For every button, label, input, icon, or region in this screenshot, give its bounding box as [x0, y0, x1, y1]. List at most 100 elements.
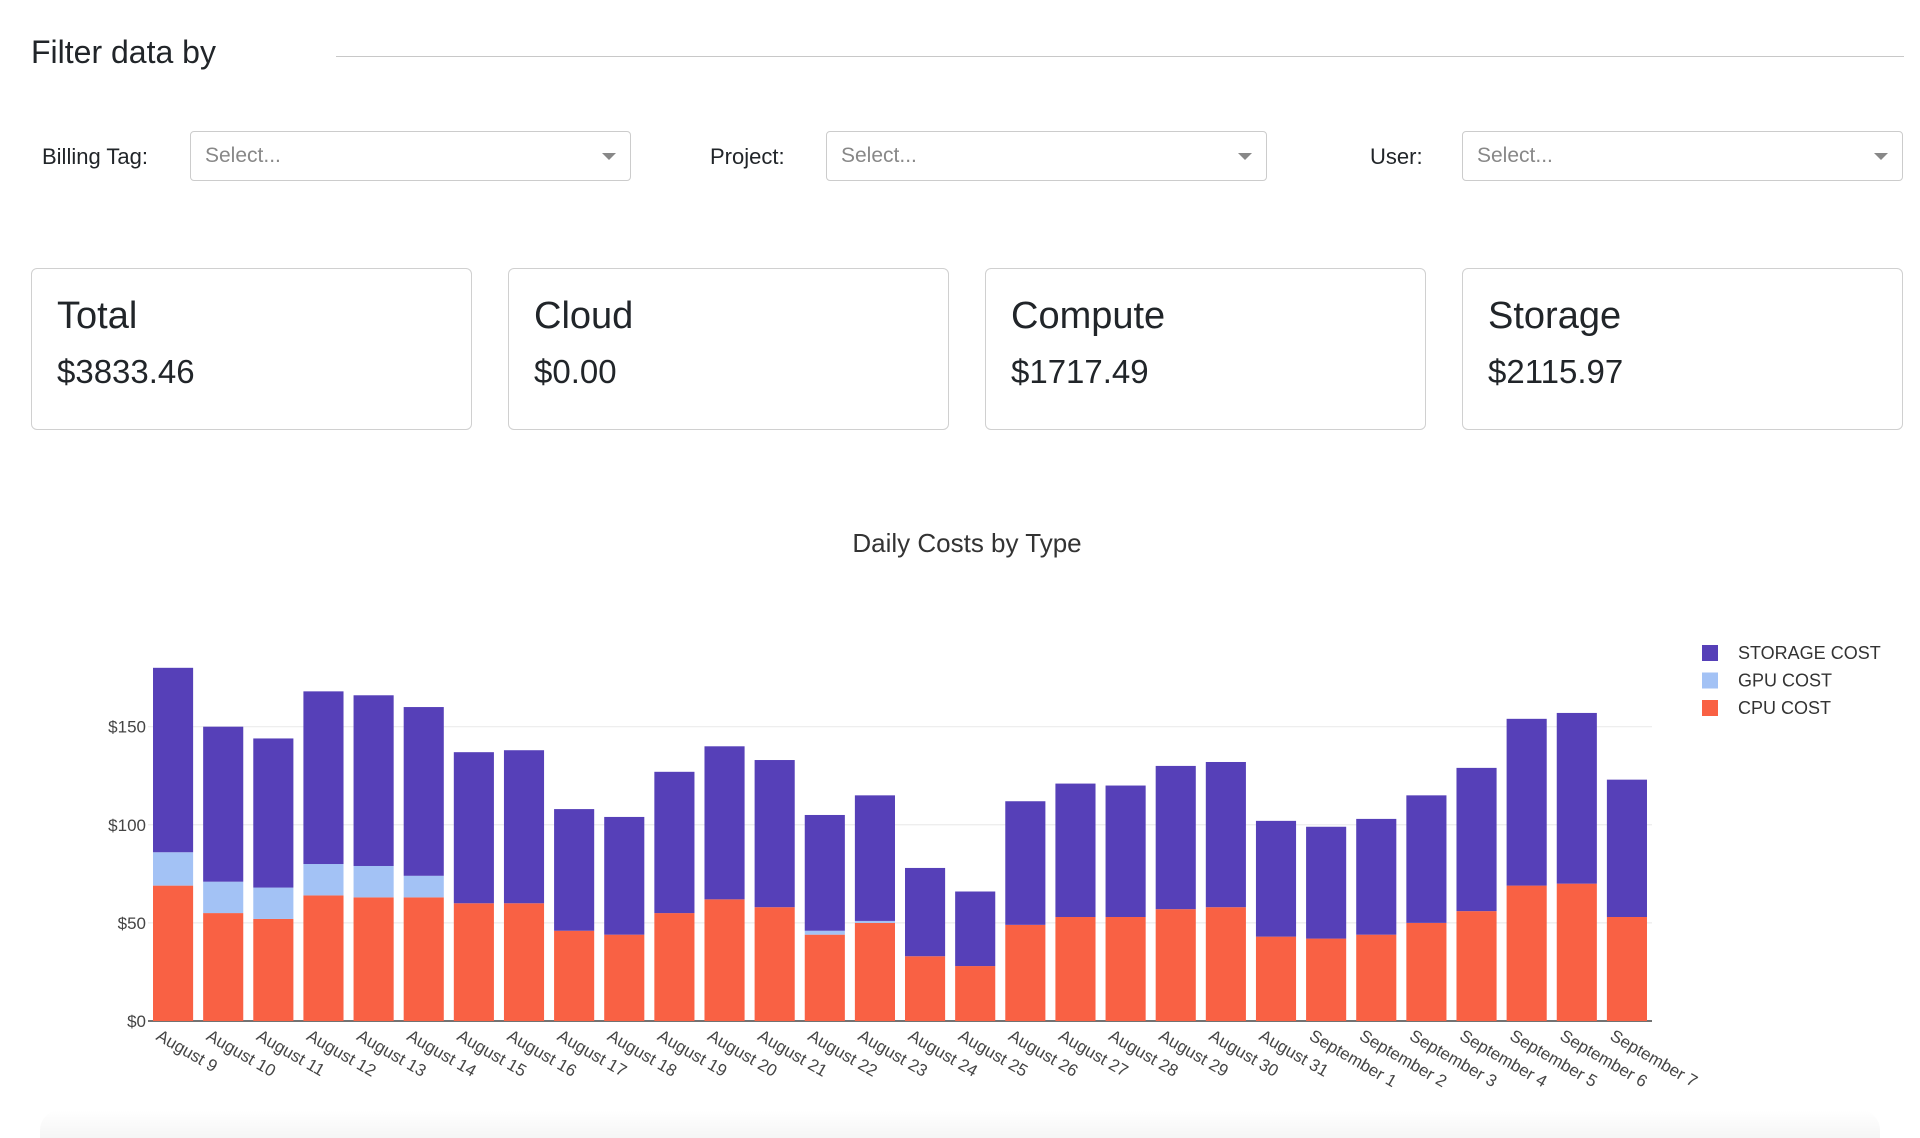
chart-title: Daily Costs by Type: [852, 528, 1081, 558]
bar-cpu-cost[interactable]: [854, 922, 895, 1021]
bar-cpu-cost[interactable]: [1255, 936, 1297, 1021]
bar-gpu-cost[interactable]: [353, 865, 394, 898]
legend[interactable]: STORAGE COST GPU COST CPU COST: [1702, 643, 1881, 718]
bar-cpu-cost[interactable]: [1356, 934, 1397, 1021]
grid-lines: [148, 726, 1652, 1022]
bar-storage-cost[interactable]: [1556, 712, 1597, 884]
project-select[interactable]: Select...: [826, 131, 1267, 181]
bar-cpu-cost[interactable]: [353, 897, 394, 1021]
bar-cpu-cost[interactable]: [604, 934, 645, 1021]
bar-cpu-cost[interactable]: [1506, 885, 1547, 1021]
bar-storage-cost[interactable]: [1255, 820, 1297, 937]
bar-storage-cost[interactable]: [303, 691, 344, 865]
legend-swatch[interactable]: [1702, 645, 1718, 661]
bar-cpu-cost[interactable]: [754, 907, 795, 1021]
storage-card-value: $2115.97: [1488, 353, 1624, 390]
bar-storage-cost[interactable]: [854, 795, 895, 921]
bar-storage-cost[interactable]: [554, 809, 595, 931]
legend-label[interactable]: STORAGE COST: [1738, 643, 1881, 663]
bar-cpu-cost[interactable]: [303, 895, 344, 1021]
compute-card-value: $1717.49: [1011, 353, 1149, 390]
bar-cpu-cost[interactable]: [1456, 911, 1497, 1021]
bar-cpu-cost[interactable]: [1306, 938, 1347, 1021]
bar-cpu-cost[interactable]: [1155, 909, 1196, 1021]
compute-card: Compute $1717.49: [985, 268, 1426, 430]
bar-storage-cost[interactable]: [955, 891, 996, 967]
legend-swatch[interactable]: [1702, 700, 1718, 716]
bar-storage-cost[interactable]: [1406, 795, 1447, 923]
bar-gpu-cost[interactable]: [253, 887, 294, 919]
billing-tag-select[interactable]: Select...: [190, 131, 631, 181]
bar-cpu-cost[interactable]: [1055, 917, 1096, 1021]
bar-cpu-cost[interactable]: [403, 897, 444, 1021]
filter-title: Filter data by: [31, 34, 216, 70]
bar-cpu-cost[interactable]: [1556, 883, 1597, 1021]
legend-label[interactable]: CPU COST: [1738, 698, 1831, 718]
project-label: Project:: [710, 144, 785, 169]
bar-cpu-cost[interactable]: [1105, 917, 1146, 1021]
bar-storage-cost[interactable]: [704, 746, 745, 900]
chevron-down-icon[interactable]: [1238, 153, 1252, 160]
bar-storage-cost[interactable]: [153, 667, 194, 853]
bar-cpu-cost[interactable]: [905, 956, 946, 1021]
bar-cpu-cost[interactable]: [1005, 924, 1046, 1021]
bar-storage-cost[interactable]: [1606, 779, 1647, 917]
bar-storage-cost[interactable]: [1005, 801, 1046, 925]
billing-tag-label: Billing Tag:: [42, 144, 148, 169]
bar-cpu-cost[interactable]: [955, 966, 996, 1021]
bar-cpu-cost[interactable]: [153, 885, 194, 1021]
bar-storage-cost[interactable]: [905, 867, 946, 957]
bar-storage-cost[interactable]: [503, 750, 545, 904]
bar-storage-cost[interactable]: [1456, 767, 1497, 912]
bar-storage-cost[interactable]: [804, 814, 845, 931]
bar-cpu-cost[interactable]: [503, 903, 545, 1021]
bar-storage-cost[interactable]: [353, 695, 394, 866]
legend-swatch[interactable]: [1702, 672, 1718, 689]
bar-storage-cost[interactable]: [403, 707, 444, 876]
total-card: Total $3833.46: [31, 268, 472, 430]
bar-cpu-cost[interactable]: [1606, 917, 1647, 1021]
bar-gpu-cost[interactable]: [203, 881, 244, 914]
bar-gpu-cost[interactable]: [303, 864, 344, 896]
bar-storage-cost[interactable]: [754, 760, 795, 908]
bar-gpu-cost[interactable]: [403, 875, 444, 898]
bar-storage-cost[interactable]: [1155, 765, 1196, 910]
bar-gpu-cost[interactable]: [854, 920, 895, 923]
chevron-down-icon[interactable]: [602, 153, 616, 160]
bar-cpu-cost[interactable]: [253, 918, 294, 1021]
bar-storage-cost[interactable]: [453, 752, 494, 904]
bar-cpu-cost[interactable]: [804, 934, 845, 1021]
bar-storage-cost[interactable]: [1055, 783, 1096, 918]
bar-gpu-cost[interactable]: [804, 930, 845, 935]
bar-storage-cost[interactable]: [253, 738, 294, 888]
bar-cpu-cost[interactable]: [704, 899, 745, 1021]
bar-storage-cost[interactable]: [604, 816, 645, 935]
billing-tag-placeholder: Select...: [205, 144, 281, 167]
bar-storage-cost[interactable]: [1356, 818, 1397, 935]
bar-cpu-cost[interactable]: [654, 913, 695, 1021]
legend-label[interactable]: GPU COST: [1738, 671, 1832, 691]
project-placeholder: Select...: [841, 144, 917, 167]
bar-storage-cost[interactable]: [1105, 785, 1146, 917]
bar-storage-cost[interactable]: [203, 726, 244, 882]
bar-storage-cost[interactable]: [1306, 826, 1347, 939]
bar-storage-cost[interactable]: [654, 771, 695, 914]
bar-storage-cost[interactable]: [1506, 718, 1547, 886]
bar-cpu-cost[interactable]: [453, 903, 494, 1021]
chevron-down-icon[interactable]: [1874, 153, 1888, 160]
storage-card-title: Storage: [1488, 295, 1622, 337]
bar-storage-cost[interactable]: [1205, 761, 1246, 908]
y-tick-label: $100: [108, 816, 146, 835]
filter-row: Billing Tag: Select... Project: Select..…: [0, 131, 1920, 183]
user-select[interactable]: Select...: [1462, 131, 1903, 181]
bar-gpu-cost[interactable]: [153, 852, 194, 886]
bar-cpu-cost[interactable]: [1406, 922, 1447, 1021]
bar-cpu-cost[interactable]: [1205, 907, 1246, 1021]
y-tick-label: $150: [108, 718, 146, 737]
bar-cpu-cost[interactable]: [554, 930, 595, 1021]
filter-divider: [335, 56, 1904, 57]
bar-cpu-cost[interactable]: [203, 913, 244, 1021]
daily-costs-chart[interactable]: Daily Costs by Type $0 $50 $100 $150 August…: [0, 520, 1920, 1110]
bars[interactable]: [153, 667, 1647, 1021]
